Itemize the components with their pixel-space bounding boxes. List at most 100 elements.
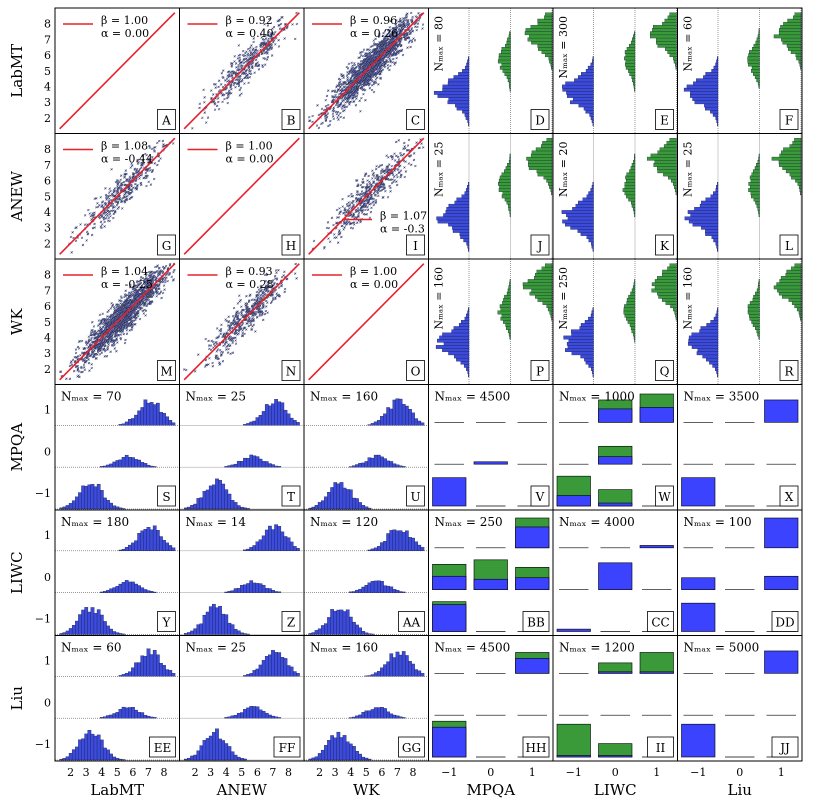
scatter-point (255, 55, 258, 59)
hist-bar (632, 78, 636, 83)
scatter-point (280, 27, 284, 30)
scatter-point (267, 37, 270, 40)
scatter-point (243, 65, 247, 68)
scatter-point (377, 35, 381, 38)
scatter-point (247, 47, 250, 51)
scatter-point (222, 76, 225, 80)
scatter-point (283, 37, 286, 40)
hist-bar (713, 65, 719, 70)
scatter-point (238, 56, 241, 60)
hist-bar (502, 69, 511, 73)
scatter-point (225, 77, 229, 80)
hist-bar (716, 59, 719, 64)
scatter-point (222, 69, 225, 72)
hist-bar (757, 81, 760, 86)
hist-bar (758, 31, 760, 36)
hist-bar (747, 56, 760, 61)
hist-bar (464, 112, 470, 117)
scatter-point (269, 46, 272, 49)
hist-bar (537, 21, 553, 26)
hist-bar (578, 103, 594, 108)
scatter-point (265, 47, 268, 50)
scatter-point (224, 83, 227, 87)
scatter-point (266, 24, 270, 27)
scatter-point (421, 27, 424, 30)
scatter-point (230, 72, 233, 76)
scatter-point (212, 93, 215, 96)
scatter-point (230, 64, 233, 67)
scatter-point (265, 58, 269, 61)
scatter-point (227, 79, 231, 82)
scatter-point (214, 83, 217, 86)
scatter-point (217, 85, 220, 89)
scatter-point (382, 31, 385, 35)
scatter-point (214, 97, 217, 100)
scatter-point (223, 88, 226, 92)
scatter-point (243, 82, 246, 85)
hist-bar (683, 87, 719, 92)
panel-letter: A (161, 114, 171, 128)
scatter-point (231, 74, 234, 78)
scatter-point (353, 62, 356, 65)
panel-G: β = 1.08α = -0.44G (54, 133, 180, 260)
scatter-point (295, 11, 298, 15)
hist-bar (652, 25, 677, 29)
scatter-point (222, 93, 226, 97)
hist-bar (696, 78, 719, 83)
hist-bar (509, 84, 511, 89)
hist-bar (544, 15, 553, 20)
scatter-point (264, 37, 268, 40)
scatter-point (203, 101, 206, 104)
hist-bar (788, 47, 802, 51)
scatter-point (268, 17, 271, 21)
scatter-point (270, 43, 273, 47)
scatter-point (246, 59, 249, 63)
scatter-point (205, 121, 208, 124)
scatter-point (247, 61, 251, 64)
hist-bar (798, 59, 802, 64)
scatter-point (238, 75, 242, 79)
scatter-point (233, 55, 236, 58)
hist-bar (753, 72, 760, 76)
scatter-point (245, 74, 249, 78)
scatter-point (263, 40, 266, 44)
hist-bar (545, 53, 553, 58)
hist-bar (703, 75, 719, 79)
hist-bar (626, 47, 636, 51)
hist-bar (629, 72, 636, 76)
scatter-point (232, 83, 235, 87)
hist-bar (537, 18, 553, 23)
scatter-point (252, 47, 255, 50)
hist-bar (497, 59, 511, 64)
scatter-point (278, 27, 282, 30)
scatter-point (240, 92, 243, 95)
scatter-point (198, 102, 202, 106)
hist-bar (537, 43, 553, 48)
scatter-point (249, 51, 253, 55)
hist-bar (548, 56, 553, 61)
panel-letter: D (535, 114, 545, 128)
hist-bar (632, 37, 636, 42)
scatter-point (249, 54, 252, 57)
scatter-point (228, 73, 231, 76)
hist-bar (567, 94, 594, 98)
hist-bar (664, 18, 677, 23)
scatter-point (228, 80, 231, 83)
panel-B: β = 0.92α = 0.40B (179, 7, 305, 134)
scatter-point (252, 40, 255, 44)
scatter-point (277, 24, 280, 27)
scatter-point (261, 45, 265, 48)
hist-bar (717, 122, 719, 127)
scatter-point (244, 72, 248, 75)
hist-bar (466, 62, 470, 67)
scatter-point (263, 57, 267, 61)
scatter-point (221, 100, 224, 103)
hist-bar (506, 75, 511, 79)
scatter-point (256, 61, 259, 64)
scatter-point (250, 44, 253, 47)
scatter-point (239, 61, 242, 64)
scatter-point (271, 27, 274, 30)
hist-bar (462, 69, 470, 73)
scatter-point (272, 33, 276, 36)
